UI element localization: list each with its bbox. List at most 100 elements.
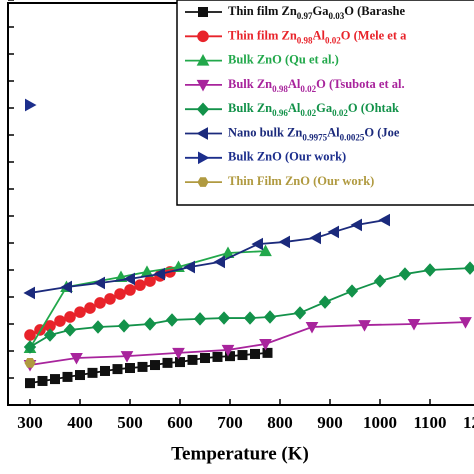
marker: [327, 225, 339, 239]
x-tick-label: 600: [167, 413, 193, 432]
marker: [134, 279, 146, 291]
legend-label: Nano bulk Zn0.9975Al0.0025O (Joe: [228, 125, 400, 142]
legend-label: Bulk ZnO (Qu et al.): [228, 52, 339, 66]
legend-label: Bulk Zn0.96Al0.02Ga0.02O (Ohtak: [228, 101, 399, 118]
marker: [259, 244, 272, 257]
marker: [373, 274, 387, 288]
marker: [54, 315, 66, 327]
marker: [398, 267, 412, 281]
marker: [407, 319, 421, 331]
marker: [172, 347, 185, 360]
marker: [117, 319, 131, 333]
marker: [25, 98, 37, 112]
x-tick-label: 1000: [363, 413, 397, 432]
marker: [243, 311, 257, 325]
marker: [112, 364, 123, 375]
marker: [278, 235, 290, 249]
x-tick-label: 700: [217, 413, 243, 432]
marker: [37, 375, 48, 386]
marker: [358, 320, 371, 332]
marker: [124, 284, 136, 296]
marker: [259, 338, 272, 351]
marker: [463, 261, 474, 275]
marker: [64, 311, 76, 323]
series-line: [29, 267, 471, 348]
marker: [24, 358, 36, 368]
marker: [165, 313, 179, 327]
legend-label: Thin Film ZnO (Our work): [228, 174, 374, 188]
marker: [196, 54, 210, 66]
marker: [193, 312, 207, 326]
marker: [197, 177, 209, 187]
marker: [378, 213, 390, 227]
marker: [221, 344, 235, 357]
marker: [423, 263, 437, 277]
series-line: [29, 321, 466, 366]
marker: [143, 317, 157, 331]
marker: [114, 288, 126, 300]
x-tick-label: 1200: [463, 413, 474, 432]
marker: [187, 354, 198, 365]
marker: [198, 151, 210, 165]
marker: [196, 79, 210, 92]
marker: [309, 231, 321, 245]
x-tick-label: 500: [117, 413, 143, 432]
x-tick-label: 300: [17, 413, 43, 432]
marker: [74, 306, 86, 318]
marker: [153, 267, 165, 281]
marker: [123, 272, 135, 286]
marker: [459, 317, 472, 329]
marker: [24, 329, 36, 341]
marker: [251, 237, 263, 251]
marker: [345, 284, 359, 298]
marker: [217, 311, 231, 325]
marker: [125, 363, 135, 374]
marker: [75, 370, 85, 381]
marker: [175, 357, 185, 368]
series-line: [29, 250, 266, 349]
marker: [262, 347, 273, 358]
marker: [62, 371, 73, 382]
marker: [84, 302, 96, 314]
marker: [144, 275, 156, 287]
legend-label: Bulk Zn0.98Al0.02O (Tsubota et al.: [228, 77, 405, 94]
marker: [137, 361, 148, 372]
marker: [43, 328, 57, 342]
legend-label: Bulk ZnO (Our work): [228, 150, 346, 164]
marker: [23, 340, 37, 354]
marker: [318, 295, 332, 309]
marker: [197, 30, 209, 43]
x-tick-label: 800: [267, 413, 293, 432]
marker: [212, 351, 223, 362]
marker: [183, 260, 195, 274]
marker: [120, 351, 134, 363]
marker: [350, 218, 362, 232]
marker: [250, 348, 260, 359]
marker: [60, 280, 72, 294]
marker: [150, 360, 160, 371]
x-tick-label: 1100: [413, 413, 446, 432]
legend-label: Thin film Zn0.98Al0.02O (Mele et a: [228, 28, 407, 45]
marker: [93, 276, 105, 290]
marker: [104, 293, 116, 305]
marker: [25, 378, 35, 389]
x-tick-label: 900: [317, 413, 343, 432]
marker: [213, 255, 225, 269]
x-axis-label: Temperature (K): [171, 443, 309, 464]
marker: [70, 353, 83, 365]
marker: [200, 353, 210, 364]
marker: [91, 320, 105, 334]
marker: [196, 127, 208, 140]
marker: [94, 297, 106, 309]
marker: [63, 323, 77, 337]
marker: [23, 286, 35, 300]
marker: [87, 367, 98, 378]
marker: [293, 306, 307, 320]
marker: [196, 102, 210, 116]
marker: [162, 357, 173, 368]
marker: [237, 350, 248, 361]
marker: [100, 365, 110, 376]
marker: [50, 374, 60, 385]
legend-box: [176, 0, 474, 206]
